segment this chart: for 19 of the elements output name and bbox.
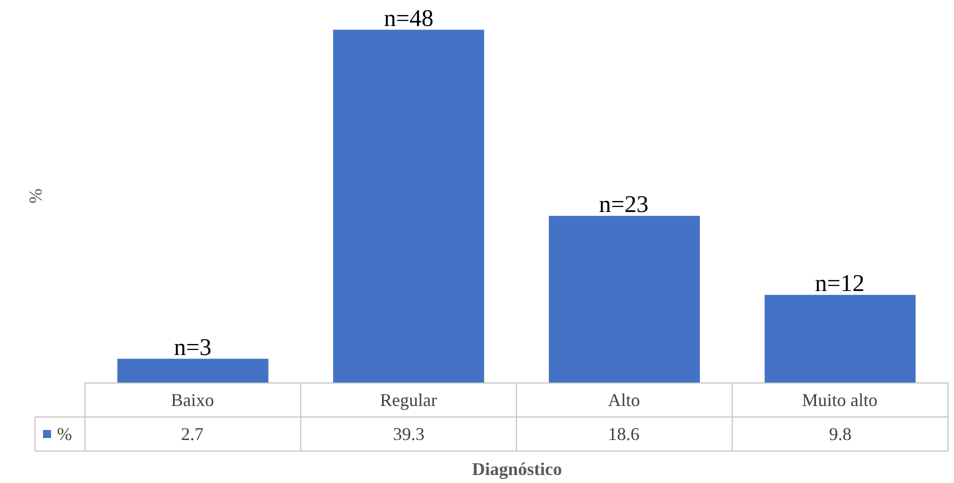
annotation: n=23 (599, 192, 649, 218)
y-axis-title: % (26, 188, 46, 204)
annotation: n=12 (815, 271, 865, 297)
x-tick-label: Regular (380, 390, 437, 410)
bar (333, 30, 484, 383)
legend-label: % (57, 424, 72, 444)
x-tick-label: Muito alto (802, 390, 878, 410)
data-label: 39.3 (393, 424, 424, 444)
bar (548, 216, 700, 383)
data-label: 18.6 (608, 424, 640, 444)
x-tick-label: Alto (608, 390, 640, 410)
bar (764, 294, 916, 383)
x-tick-label: Baixo (171, 390, 214, 410)
data-label: 9.8 (829, 424, 852, 444)
x-axis-title: Diagnóstico (472, 459, 562, 479)
data-label: 2.7 (181, 424, 204, 444)
bar (117, 358, 268, 383)
annotation: n=48 (384, 6, 434, 32)
annotation: n=3 (174, 335, 212, 361)
